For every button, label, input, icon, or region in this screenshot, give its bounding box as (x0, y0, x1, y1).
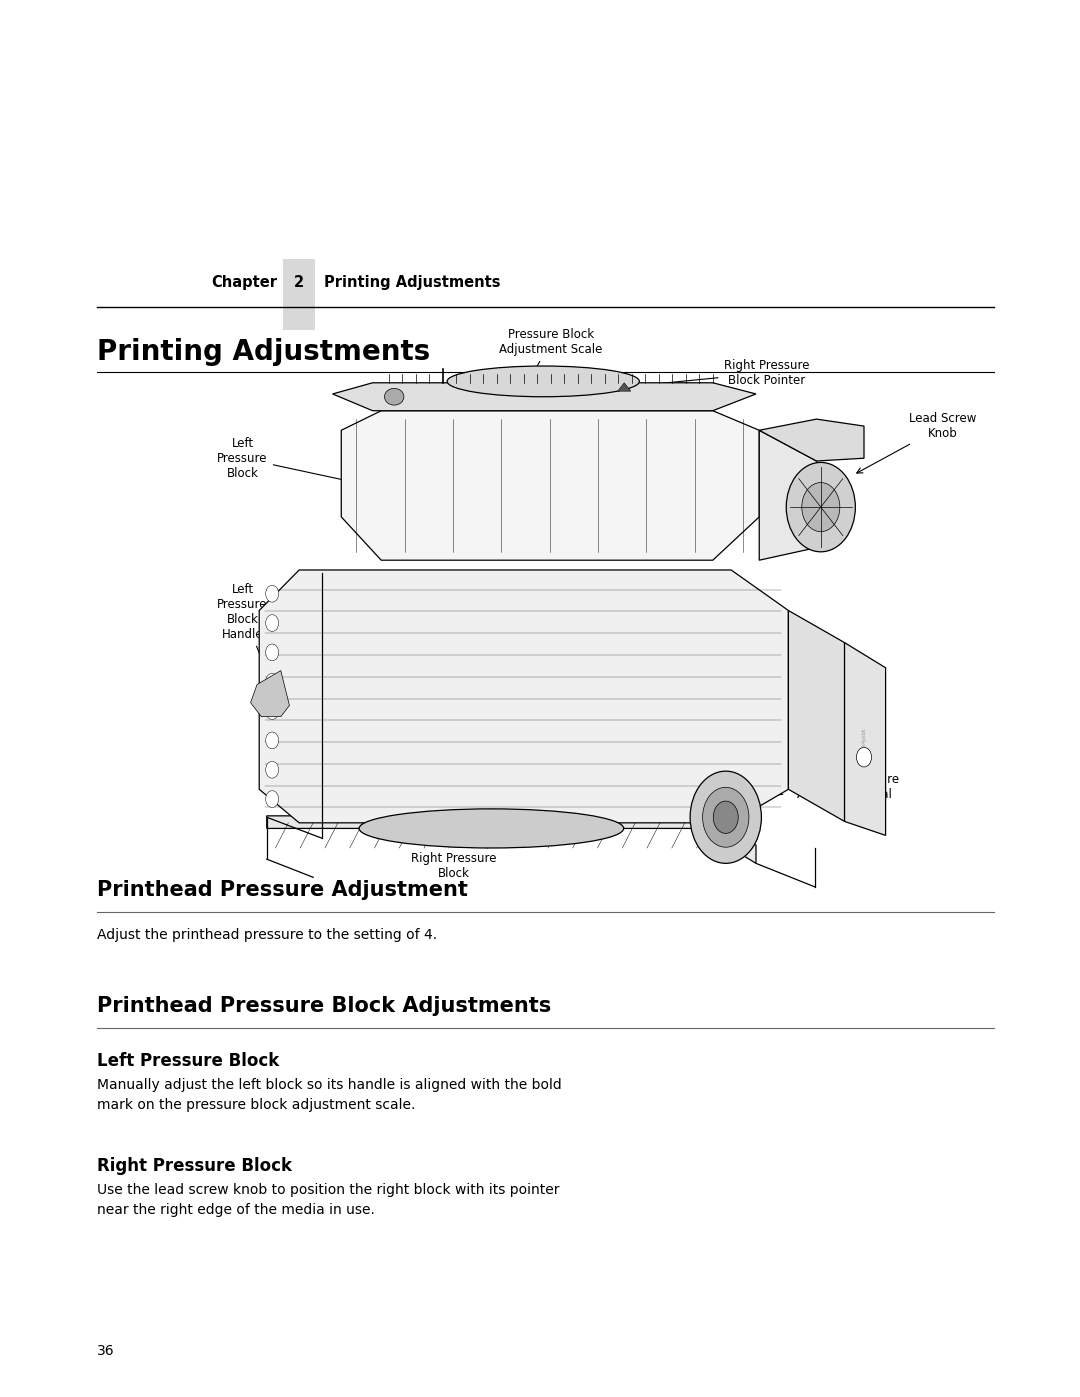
Text: 36: 36 (97, 1344, 114, 1358)
Text: ls4psbk: ls4psbk (862, 726, 866, 746)
Ellipse shape (447, 366, 639, 397)
Polygon shape (333, 383, 756, 411)
Text: Pressure Block
Adjustment Scale: Pressure Block Adjustment Scale (499, 328, 603, 377)
Text: Printhead Pressure
Adjustment Dial: Printhead Pressure Adjustment Dial (750, 773, 900, 800)
Polygon shape (788, 610, 845, 821)
Circle shape (266, 615, 279, 631)
Text: Right Pressure Block: Right Pressure Block (97, 1157, 293, 1175)
Circle shape (266, 673, 279, 690)
Text: Left Pressure Block: Left Pressure Block (97, 1052, 280, 1070)
Text: Printhead Pressure Block Adjustments: Printhead Pressure Block Adjustments (97, 996, 552, 1016)
Circle shape (690, 771, 761, 863)
Circle shape (801, 482, 840, 532)
Circle shape (786, 462, 855, 552)
Text: Printing Adjustments: Printing Adjustments (97, 338, 431, 366)
Text: Left
Pressure
Block
Handle: Left Pressure Block Handle (217, 583, 272, 683)
Polygon shape (618, 383, 631, 391)
Polygon shape (759, 419, 864, 461)
Circle shape (266, 761, 279, 778)
Circle shape (266, 644, 279, 661)
Polygon shape (259, 570, 788, 823)
Circle shape (266, 791, 279, 807)
Text: Left
Pressure
Block: Left Pressure Block (217, 437, 355, 485)
Text: Use the lead screw knob to position the right block with its pointer
near the ri: Use the lead screw knob to position the … (97, 1183, 559, 1217)
Circle shape (266, 732, 279, 749)
Text: Right Pressure
Block: Right Pressure Block (410, 833, 515, 880)
Circle shape (856, 747, 872, 767)
Text: Printhead Pressure Adjustment: Printhead Pressure Adjustment (97, 880, 468, 900)
Polygon shape (759, 430, 816, 560)
Polygon shape (251, 671, 289, 717)
Ellipse shape (359, 809, 624, 848)
Text: Right Pressure
Block Pointer: Right Pressure Block Pointer (629, 359, 809, 388)
Text: Printing Adjustments: Printing Adjustments (324, 275, 500, 291)
Text: Chapter: Chapter (212, 275, 278, 291)
Circle shape (266, 585, 279, 602)
Polygon shape (341, 411, 759, 560)
Bar (283, 306, 315, 331)
Text: Adjust the printhead pressure to the setting of 4.: Adjust the printhead pressure to the set… (97, 928, 437, 942)
Text: Lead Screw
Knob: Lead Screw Knob (856, 412, 976, 474)
Text: 2: 2 (294, 275, 305, 291)
Ellipse shape (384, 388, 404, 405)
Polygon shape (845, 643, 886, 835)
Circle shape (713, 800, 739, 834)
Circle shape (266, 703, 279, 719)
Polygon shape (267, 816, 756, 863)
Circle shape (703, 788, 748, 847)
Bar (283, 260, 315, 306)
Text: Manually adjust the left block so its handle is aligned with the bold
mark on th: Manually adjust the left block so its ha… (97, 1078, 562, 1112)
